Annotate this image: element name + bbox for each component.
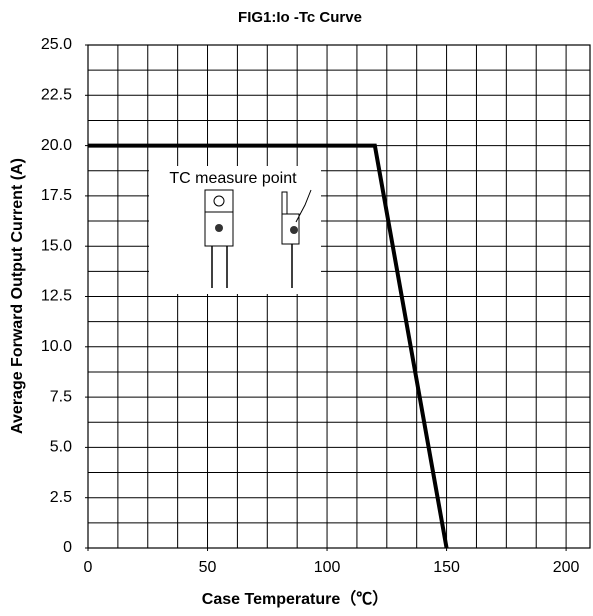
y-tick-label: 0	[63, 539, 72, 556]
x-tick-label: 50	[199, 559, 217, 576]
y-tick-label: 10.0	[41, 338, 72, 355]
x-tick-label: 200	[553, 559, 580, 576]
x-tick-label: 150	[433, 559, 460, 576]
x-tick-label: 0	[84, 559, 93, 576]
side-tab	[281, 191, 288, 215]
y-tick-label: 15.0	[41, 237, 72, 254]
inset: TC measure point	[149, 166, 321, 294]
y-tick-label: 25.0	[41, 36, 72, 53]
chart-title: FIG1:Io -Tc Curve	[238, 9, 362, 26]
y-tick-label: 17.5	[41, 187, 72, 204]
measure-dot	[290, 226, 298, 234]
y-tick-label: 12.5	[41, 288, 72, 305]
x-axis-label: Case Temperature（℃）	[202, 590, 388, 608]
measure-dot	[215, 224, 223, 232]
grid	[87, 44, 591, 549]
y-tick-label: 20.0	[41, 137, 72, 154]
y-tick-label: 7.5	[50, 388, 72, 405]
mounting-hole	[213, 195, 225, 207]
data-line	[88, 143, 449, 549]
y-tick-label: 5.0	[50, 439, 72, 456]
x-tick-label: 100	[314, 559, 341, 576]
y-tick-label: 22.5	[41, 87, 72, 104]
y-axis-label: Average Forward Output Current (A)	[9, 158, 26, 434]
annotation: TC measure point	[169, 170, 297, 187]
y-tick-label: 2.5	[50, 489, 72, 506]
pointer	[295, 189, 312, 223]
